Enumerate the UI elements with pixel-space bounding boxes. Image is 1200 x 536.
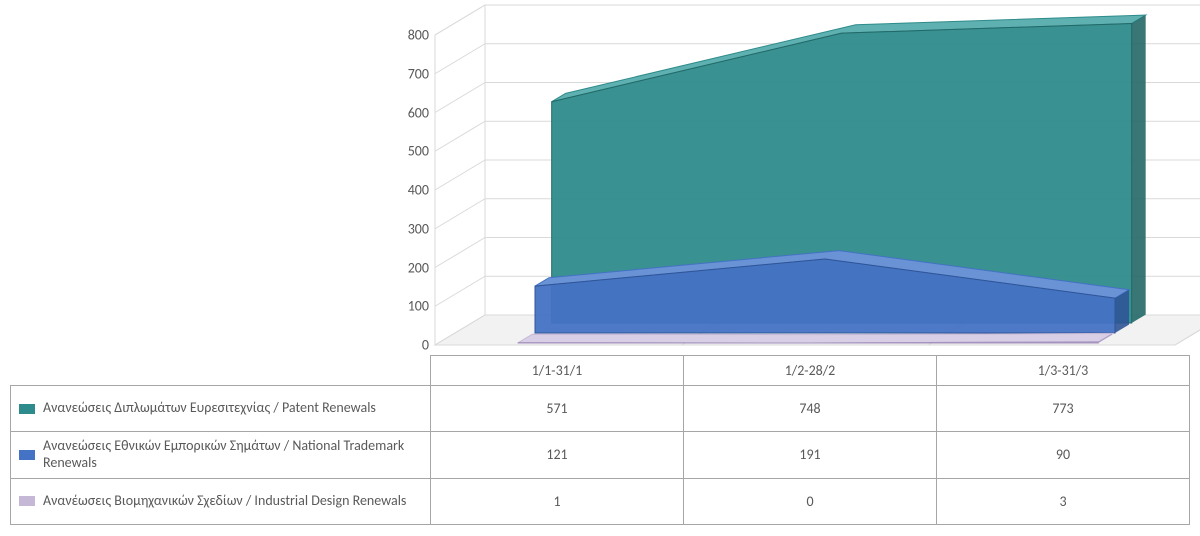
data-cell: 773 bbox=[937, 386, 1190, 432]
legend-swatch bbox=[19, 450, 35, 460]
period-header: 1/1-31/1 bbox=[431, 356, 684, 386]
data-cell: 90 bbox=[937, 432, 1190, 479]
y-tick-label: 800 bbox=[395, 27, 429, 44]
data-cell: 748 bbox=[684, 386, 937, 432]
legend-swatch bbox=[19, 404, 35, 414]
y-tick-label: 500 bbox=[395, 143, 429, 160]
y-tick-label: 300 bbox=[395, 220, 429, 237]
legend-data-table: 1/1-31/11/2-28/21/3-31/3 Ανανεώσεις Διπλω… bbox=[10, 355, 1190, 525]
data-cell: 121 bbox=[431, 432, 684, 479]
data-cell: 1 bbox=[431, 478, 684, 524]
table-corner bbox=[11, 356, 431, 386]
data-cell: 191 bbox=[684, 432, 937, 479]
chart-container: 1/1-31/11/2-28/21/3-31/3 Ανανεώσεις Διπλω… bbox=[0, 0, 1200, 536]
legend-label: Ανανέωσεις Βιομηχανικών Σχεδίων / Indust… bbox=[43, 492, 406, 509]
data-cell: 3 bbox=[937, 478, 1190, 524]
y-tick-label: 700 bbox=[395, 65, 429, 82]
y-tick-label: 600 bbox=[395, 104, 429, 121]
legend-swatch bbox=[19, 496, 35, 506]
period-header: 1/2-28/2 bbox=[684, 356, 937, 386]
y-tick-label: 200 bbox=[395, 259, 429, 276]
period-header: 1/3-31/3 bbox=[937, 356, 1190, 386]
legend-cell: Ανανεώσεις Διπλωμάτων Ευρεσιτεχνίας / Pa… bbox=[11, 386, 431, 432]
legend-label: Ανανεώσεις Διπλωμάτων Ευρεσιτεχνίας / Pa… bbox=[43, 399, 376, 416]
y-tick-label: 400 bbox=[395, 182, 429, 199]
data-cell: 0 bbox=[684, 478, 937, 524]
legend-cell: Ανανέωσεις Βιομηχανικών Σχεδίων / Indust… bbox=[11, 478, 431, 524]
area-3d-chart bbox=[0, 0, 1200, 355]
legend-cell: Ανανεώσεις Εθνικών Εμπορικών Σημάτων / N… bbox=[11, 432, 431, 479]
data-cell: 571 bbox=[431, 386, 684, 432]
legend-label: Ανανεώσεις Εθνικών Εμπορικών Σημάτων / N… bbox=[43, 437, 404, 471]
y-tick-label: 100 bbox=[395, 298, 429, 315]
y-tick-label: 0 bbox=[395, 337, 429, 354]
